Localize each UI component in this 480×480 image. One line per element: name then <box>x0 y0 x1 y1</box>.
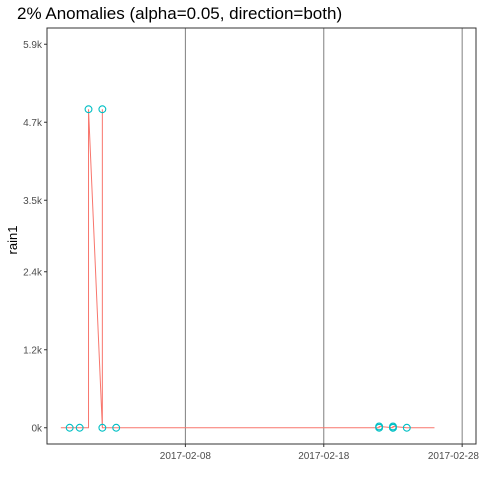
y-tick-label: 4.7k <box>23 118 43 129</box>
anomaly-point <box>402 423 411 432</box>
x-tick-label: 2017-02-08 <box>160 451 212 462</box>
y-tick-label: 2.4k <box>23 267 43 278</box>
y-tick-label: 0k <box>31 423 43 434</box>
y-axis: 0k 1.2k 2.4k 3.5k 4.7k 5.9k <box>23 40 47 434</box>
y-tick-label: 3.5k <box>23 196 43 207</box>
series-layer <box>60 109 435 429</box>
anomaly-point <box>65 423 74 432</box>
series-line <box>60 109 435 429</box>
chart-title: 2% Anomalies (alpha=0.05, direction=both… <box>17 4 342 23</box>
anomaly-point <box>389 423 397 432</box>
anomaly-point <box>375 422 384 431</box>
y-tick-label: 5.9k <box>23 40 43 51</box>
plot-panel <box>46 27 477 445</box>
anomaly-point <box>98 423 107 432</box>
anomaly-point <box>98 105 107 114</box>
y-axis-label: rain1 <box>5 226 20 255</box>
anomaly-points-layer <box>65 105 411 432</box>
x-tick-label: 2017-02-18 <box>298 451 350 462</box>
anomaly-point <box>84 105 93 114</box>
x-tick-label: 2017-02-28 <box>428 451 480 462</box>
x-axis: 2017-02-08 2017-02-18 2017-02-28 <box>160 444 480 462</box>
anomaly-point <box>112 423 121 432</box>
y-tick-label: 1.2k <box>23 345 43 356</box>
anomaly-point <box>75 423 84 432</box>
gridlines <box>184 28 463 444</box>
